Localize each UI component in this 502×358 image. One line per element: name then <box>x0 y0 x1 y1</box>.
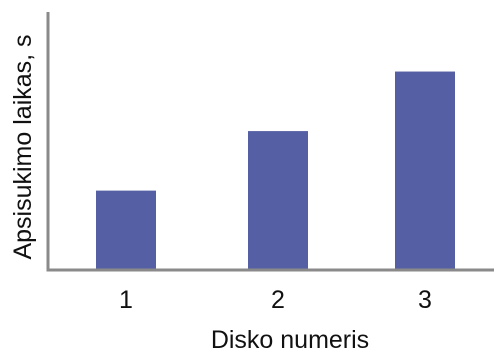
x-tick-label-2: 2 <box>271 286 285 314</box>
x-tick-labels: 1 2 3 <box>119 286 432 314</box>
x-tick-label-3: 3 <box>418 286 432 314</box>
bar-disk-1 <box>96 190 156 270</box>
y-axis-title: Apsisukimo laikas, s <box>9 34 37 259</box>
bar-disk-2 <box>248 131 308 270</box>
x-tick-label-1: 1 <box>119 286 133 314</box>
bars-group <box>96 71 455 271</box>
x-axis-title: Disko numeris <box>211 326 369 354</box>
bar-disk-3 <box>395 71 455 271</box>
